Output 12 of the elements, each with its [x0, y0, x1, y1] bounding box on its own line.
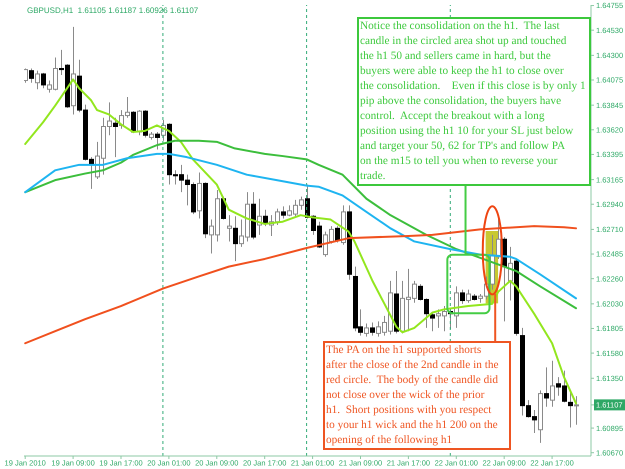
- candlestick: [466, 289, 471, 304]
- chart-title: GBPUSD,H1 1.61105 1.61187 1.60926 1.61107: [27, 6, 198, 16]
- candlestick: [24, 68, 28, 84]
- line-series: [24, 225, 578, 344]
- candlestick: [574, 396, 579, 426]
- text: Notice the consolidation on the h1. The last candle in the circled area shot up and touched the h1 50 and sellers came in hard, but the buyers were able to keep the h1 to close over the consolidation. Even if this close is by only 1 pip above the consolidation, the buyers have control. Accept the breakout with a long position using the h1 10 for your SL just below and target your 50, 62 for TP's and follow PA on the m15 to tell you when to reverse your trade.: [360, 20, 586, 182]
- candlestick: [137, 110, 142, 136]
- candlestick: [550, 360, 555, 408]
- annotation: The PA on the h1 supported shorts after the close of the 2nd candle in the red circle. The body of the candle did not close over the wick of the prior h1. Short positions with you respect to your h1 wick and the h1 200 on the opening of the following h1: [323, 341, 511, 450]
- candlestick: [35, 70, 40, 90]
- candlestick: [364, 323, 369, 338]
- candlestick: [227, 214, 232, 242]
